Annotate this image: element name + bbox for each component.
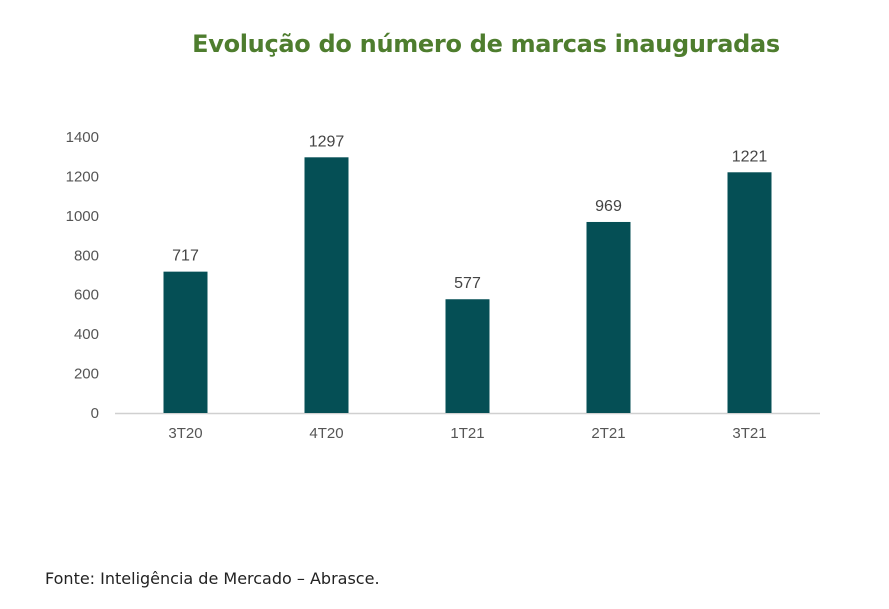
x-tick-label: 2T21 <box>591 425 625 442</box>
data-label: 1221 <box>732 148 768 165</box>
bar-3T21 <box>727 172 772 413</box>
y-tick-label: 0 <box>91 405 99 422</box>
y-tick-label: 1000 <box>66 208 99 225</box>
bar-4T20 <box>304 157 349 413</box>
chart-title: Evolução do número de marcas inauguradas <box>192 30 780 58</box>
data-label: 1297 <box>309 133 345 150</box>
x-tick-label: 3T20 <box>168 425 202 442</box>
x-tick-label: 4T20 <box>309 425 343 442</box>
y-tick-label: 1400 <box>66 129 99 146</box>
source-note: Fonte: Inteligência de Mercado – Abrasce… <box>45 569 380 588</box>
bar-1T21 <box>445 299 490 413</box>
bar-3T20 <box>163 271 208 413</box>
y-tick-label: 1200 <box>66 168 99 185</box>
x-tick-label: 1T21 <box>450 425 484 442</box>
bar-2T21 <box>586 221 631 413</box>
y-tick-label: 400 <box>74 326 99 343</box>
data-label: 717 <box>172 248 199 265</box>
data-label: 577 <box>454 275 481 292</box>
y-tick-label: 600 <box>74 287 99 304</box>
data-label: 969 <box>595 198 622 215</box>
y-tick-label: 200 <box>74 366 99 383</box>
y-tick-label: 800 <box>74 247 99 264</box>
x-tick-label: 3T21 <box>732 425 766 442</box>
